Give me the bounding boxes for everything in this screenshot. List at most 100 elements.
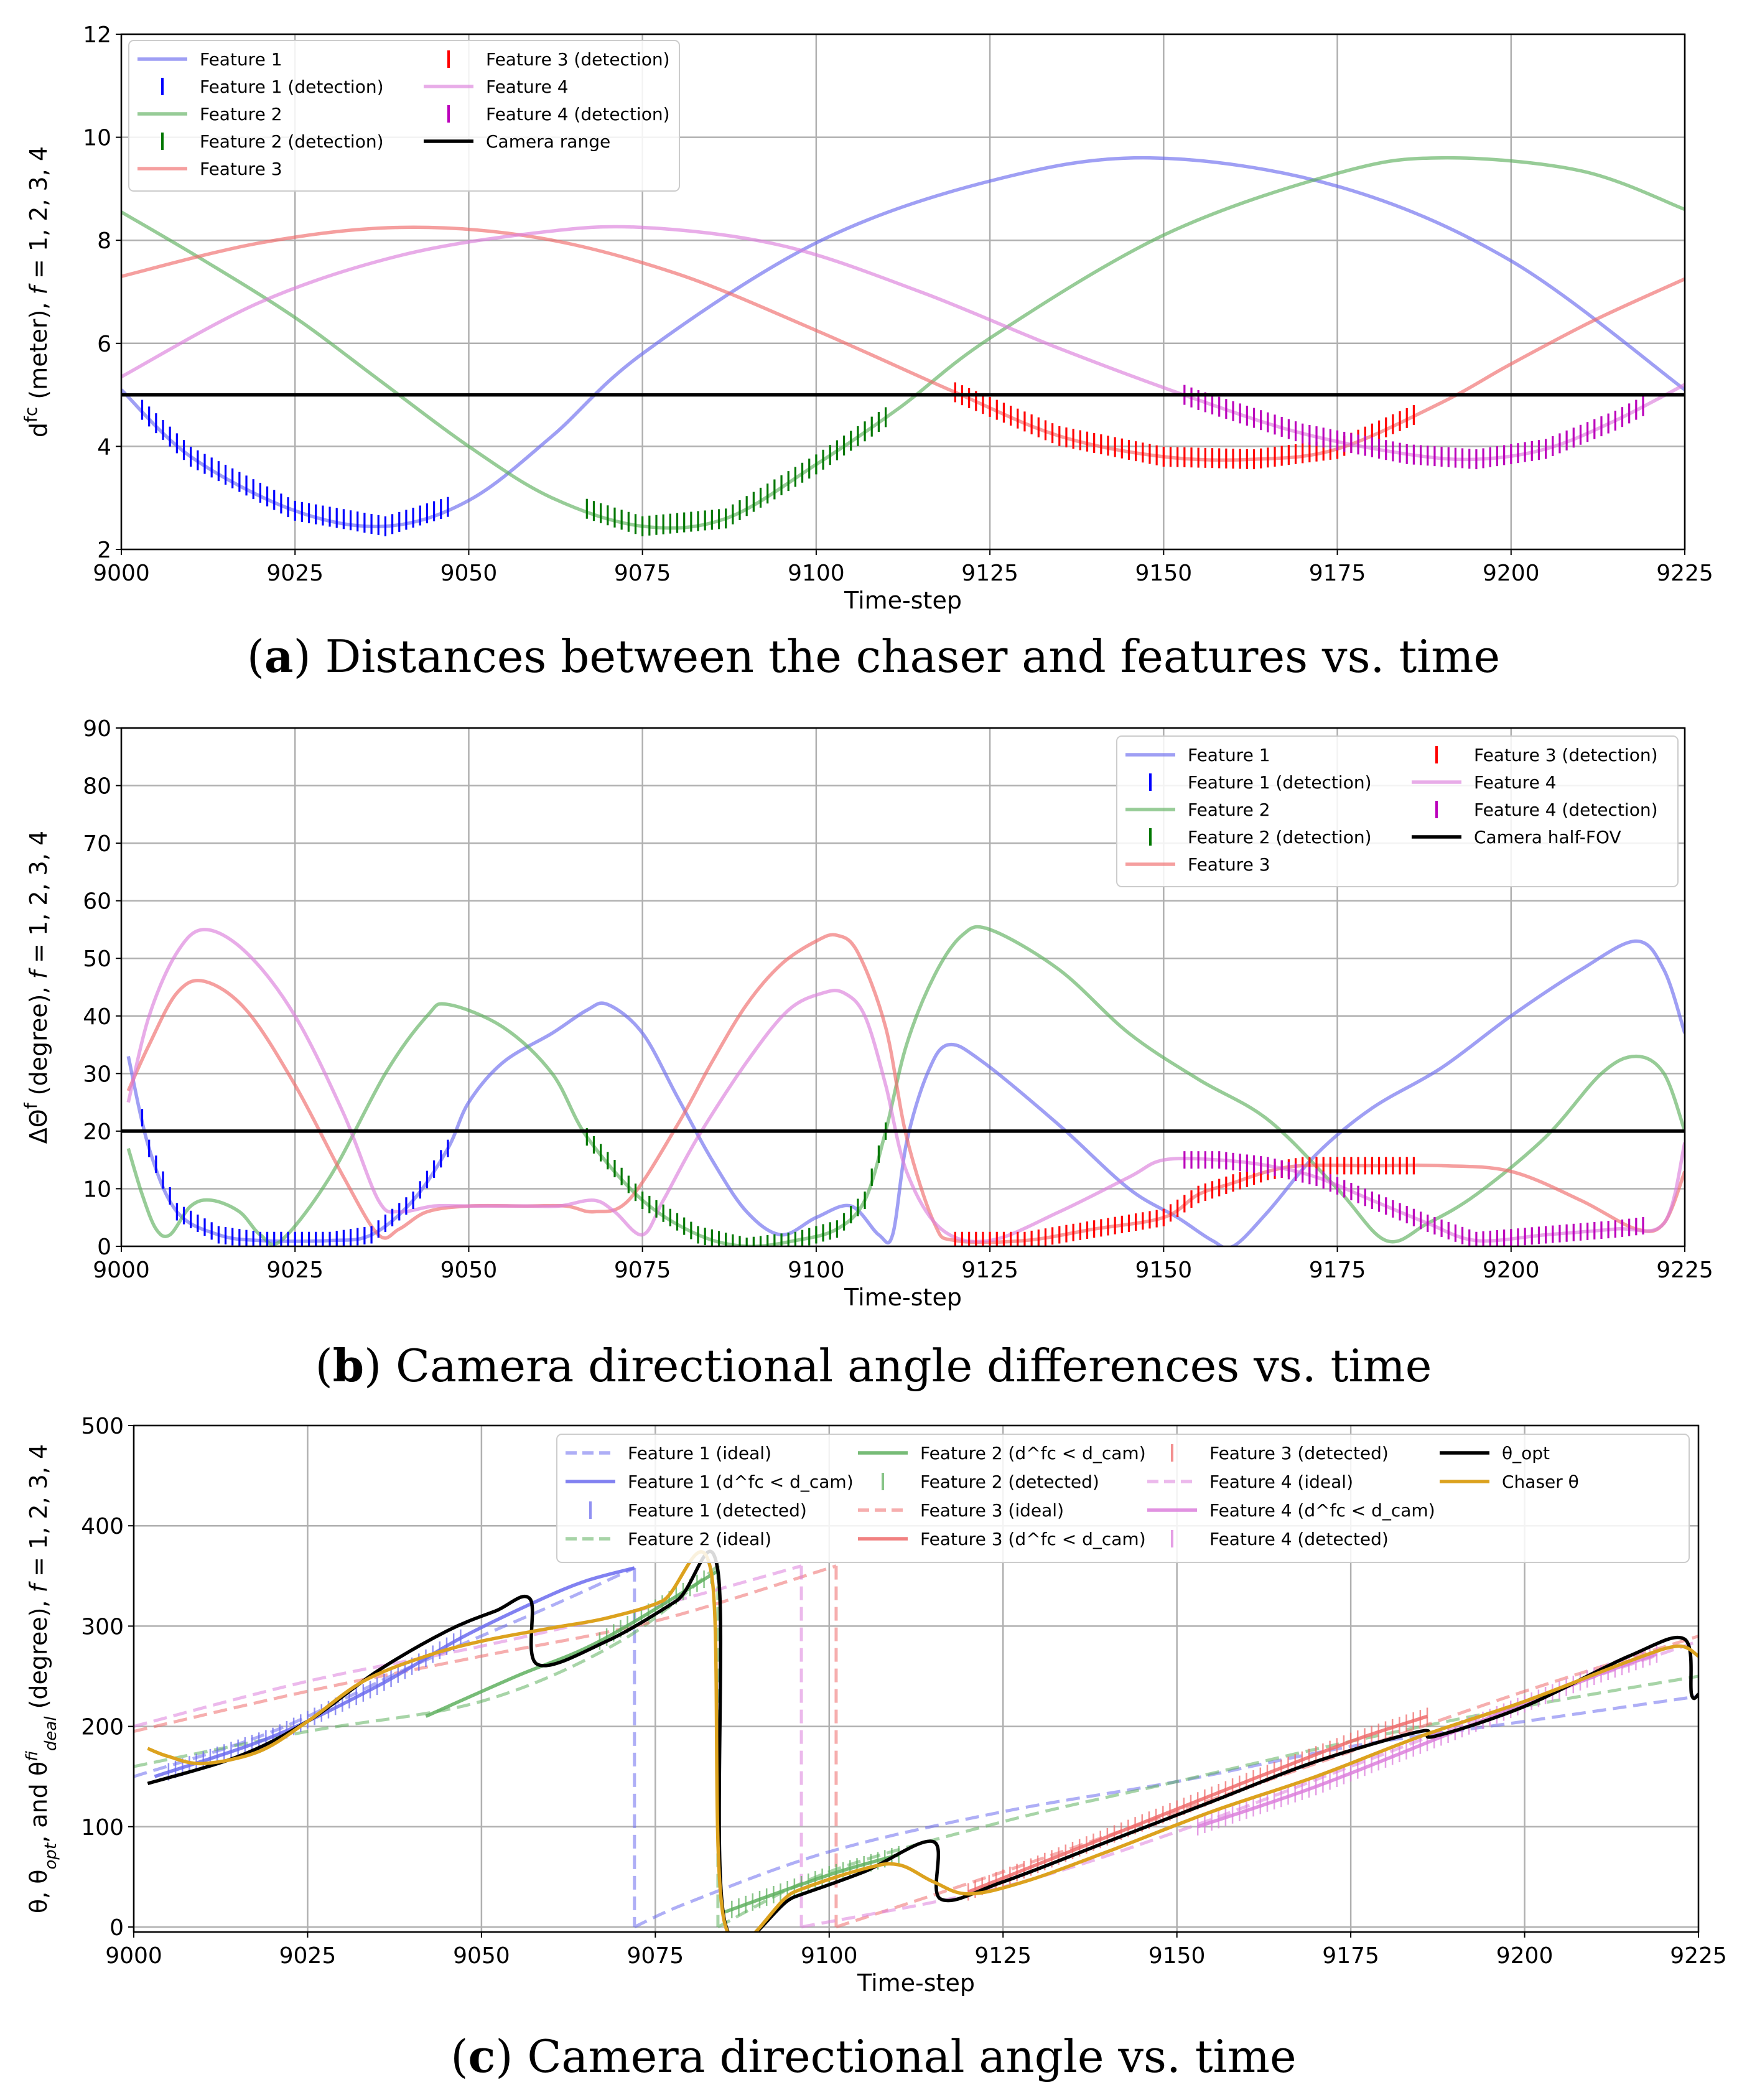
series-feature-3 xyxy=(126,933,1685,1244)
legend-item: Feature 1 (d^fc < d_cam) xyxy=(566,1472,854,1492)
x-axis-label: Time-step xyxy=(844,1284,962,1311)
legend-item: Feature 1 (detected) xyxy=(589,1500,807,1521)
legend-item: Feature 4 (ideal) xyxy=(1147,1472,1353,1492)
legend-item: Feature 1 (ideal) xyxy=(566,1443,771,1463)
legend-item: θ_opt xyxy=(1440,1443,1550,1463)
y-tick-label: 90 xyxy=(83,716,111,742)
legend-label: Feature 2 (detected) xyxy=(920,1472,1099,1492)
x-tick-label: 9025 xyxy=(266,561,324,586)
legend-item: Camera half-FOV xyxy=(1412,827,1621,847)
legend-item: Feature 2 (detection) xyxy=(161,131,384,152)
series-feature-1 xyxy=(121,156,1685,528)
legend-label: Chaser θ xyxy=(1502,1472,1579,1492)
legend-label: Feature 4 xyxy=(486,77,569,97)
legend-label: Feature 1 (ideal) xyxy=(628,1443,771,1463)
series-feature-2-d-fc-d-cam-b xyxy=(724,1853,900,1914)
legend-label: Feature 2 (detection) xyxy=(1188,827,1372,847)
y-axis-label: ΔΘf (degree), f = 1, 2, 3, 4 xyxy=(21,831,53,1144)
legend-item: Feature 3 (d^fc < d_cam) xyxy=(858,1529,1146,1549)
legend-label: Feature 3 (detection) xyxy=(486,49,670,70)
legend-item: Feature 2 (detected) xyxy=(882,1472,1099,1492)
series--opt xyxy=(147,1549,1698,1932)
y-tick-label: 400 xyxy=(81,1514,124,1539)
legend: Feature 1 Feature 1 (detection) Feature 2 F… xyxy=(1116,735,1679,887)
legend-item: Feature 1 (detection) xyxy=(161,77,384,97)
x-tick-label: 9200 xyxy=(1483,561,1540,586)
legend: Feature 1 (ideal) Feature 1 (d^fc < d_cam… xyxy=(556,1434,1690,1563)
legend-item: Feature 4 (detected) xyxy=(1171,1529,1389,1549)
plot-area xyxy=(121,925,1685,1246)
x-tick-label: 9225 xyxy=(1656,1258,1713,1283)
legend-label: Feature 4 (ideal) xyxy=(1209,1472,1353,1492)
y-tick-label: 8 xyxy=(97,228,111,254)
x-tick-label: 9075 xyxy=(627,1943,684,1969)
x-tick-label: 9175 xyxy=(1322,1943,1379,1969)
y-axis-label: θ, θopt, and θfideal (degree), f = 1, 2,… xyxy=(23,1444,60,1913)
legend-box xyxy=(1116,735,1679,887)
plot-area xyxy=(121,156,1685,536)
legend-label: Feature 1 xyxy=(1188,745,1270,765)
x-tick-label: 9075 xyxy=(614,561,671,586)
legend-label: θ_opt xyxy=(1502,1443,1550,1463)
series-feature-3-d-fc-d-cam xyxy=(967,1714,1428,1894)
legend-label: Camera range xyxy=(486,131,610,152)
axes-frame xyxy=(120,727,1686,1248)
legend-label: Feature 4 (d^fc < d_cam) xyxy=(1209,1500,1435,1521)
y-tick-label: 70 xyxy=(83,831,111,857)
x-axis-label: Time-step xyxy=(857,1969,975,1997)
legend-item: Feature 1 xyxy=(1125,745,1270,765)
legend-label: Camera half-FOV xyxy=(1474,827,1621,847)
x-tick-label: 9125 xyxy=(961,561,1018,586)
x-tick-label: 9175 xyxy=(1309,1258,1366,1283)
series-feature-1 xyxy=(126,939,1685,1246)
x-tick-label: 9100 xyxy=(788,1258,845,1283)
y-axis-label: dfc (meter), f = 1, 2, 3, 4 xyxy=(21,146,53,437)
x-tick-label: 9050 xyxy=(440,561,498,586)
x-tick-label: 9150 xyxy=(1148,1943,1206,1969)
legend-label: Feature 2 xyxy=(1188,800,1270,820)
x-tick-label: 9000 xyxy=(105,1943,162,1969)
x-tick-label: 9225 xyxy=(1656,561,1713,586)
legend-label: Feature 3 xyxy=(1188,854,1270,875)
legend-label: Feature 1 (detection) xyxy=(200,77,384,97)
legend-label: Feature 3 (detection) xyxy=(1474,745,1658,765)
y-tick-label: 20 xyxy=(83,1119,111,1145)
x-tick-label: 9000 xyxy=(93,561,150,586)
legend-item: Feature 2 (detection) xyxy=(1149,827,1372,847)
legend-label: Feature 4 (detection) xyxy=(1474,800,1658,820)
legend-item: Feature 2 (ideal) xyxy=(566,1529,771,1549)
y-tick-label: 6 xyxy=(97,332,111,357)
legend-item: Feature 2 (d^fc < d_cam) xyxy=(858,1443,1146,1463)
legend-item: Feature 3 (ideal) xyxy=(858,1500,1064,1521)
legend-label: Feature 2 (detection) xyxy=(200,131,384,152)
y-tick-label: 40 xyxy=(83,1004,111,1030)
legend-label: Feature 3 (detected) xyxy=(1209,1443,1389,1463)
legend-label: Feature 4 (detected) xyxy=(1209,1529,1389,1549)
legend-label: Feature 1 (detection) xyxy=(1188,772,1372,793)
x-tick-label: 9225 xyxy=(1670,1943,1727,1969)
legend-item: Feature 3 (detected) xyxy=(1171,1443,1389,1463)
panel-a: 9000 9025 9050 9075 9100 9125 9150 9175 9200 9225… xyxy=(21,22,1713,614)
legend-item: Feature 1 (detection) xyxy=(1149,772,1372,793)
series-feature-2-d-fc-d-cam xyxy=(425,1569,719,1718)
y-tick-label: 12 xyxy=(83,22,111,48)
legend-box xyxy=(128,40,680,192)
legend-label: Feature 4 (detection) xyxy=(486,104,670,124)
panel-b: 9000 9025 9050 9075 9100 9125 9150 9175 9200 9225… xyxy=(21,716,1713,1311)
y-tick-label: 200 xyxy=(81,1715,124,1740)
y-tick-label: 300 xyxy=(81,1614,124,1640)
x-tick-label: 9050 xyxy=(440,1258,498,1283)
x-tick-label: 9125 xyxy=(961,1258,1018,1283)
legend-item: Feature 2 xyxy=(137,104,282,124)
caption-a: (a) Distances between the chaser and fea… xyxy=(247,630,1500,683)
legend-item: Feature 3 (detection) xyxy=(447,49,670,70)
legend-item: Feature 1 xyxy=(137,49,282,70)
y-tick-label: 500 xyxy=(81,1414,124,1439)
x-tick-label: 9200 xyxy=(1496,1943,1554,1969)
series-feature-2 xyxy=(126,925,1685,1246)
axes-frame xyxy=(133,1424,1700,1933)
series-chaser xyxy=(147,1550,1698,1932)
legend-item: Feature 3 xyxy=(137,159,282,179)
legend-item: Feature 3 (detection) xyxy=(1435,745,1658,765)
